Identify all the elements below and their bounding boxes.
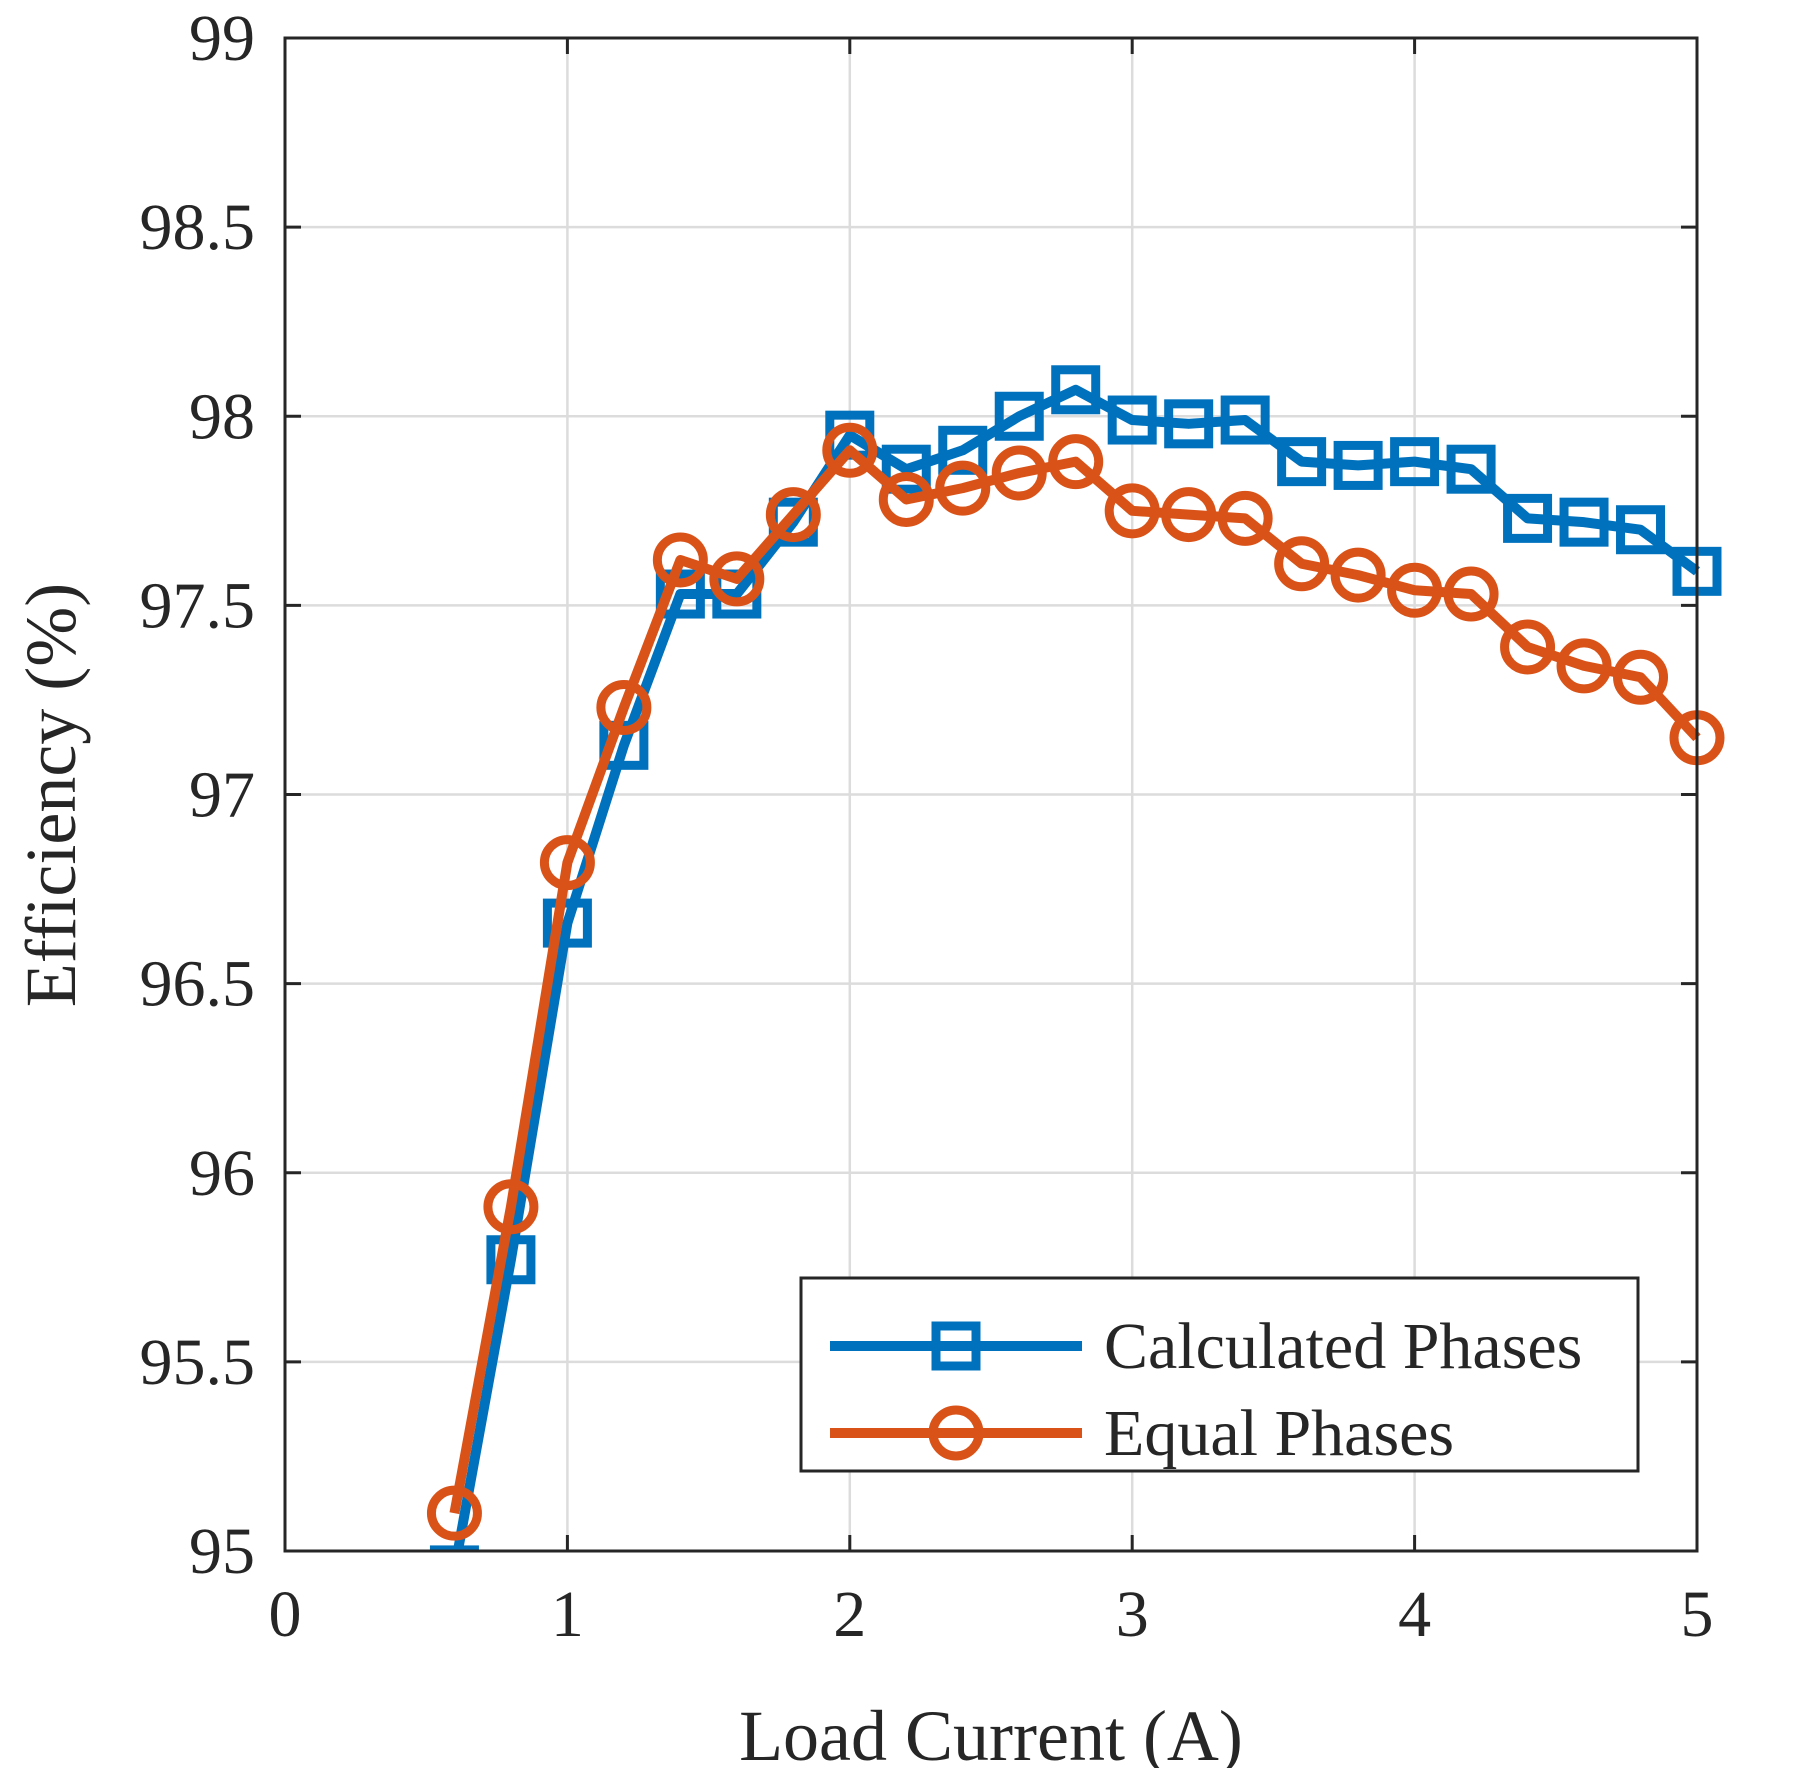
x-tick-label: 0: [269, 1578, 302, 1651]
data-point-circle: [1443, 566, 1499, 622]
data-point-circle: [539, 835, 595, 891]
data-point-square: [1107, 395, 1157, 445]
x-tick-label: 5: [1681, 1578, 1714, 1651]
data-point-circle: [991, 445, 1047, 501]
data-point-circle: [426, 1485, 482, 1541]
y-axis-label: Efficiency (%): [11, 583, 91, 1007]
y-tick-label: 99: [189, 2, 255, 75]
y-tick-label: 97: [189, 759, 255, 832]
data-point-square: [429, 1545, 479, 1551]
data-point-circle: [709, 551, 765, 607]
data-point-square: [1616, 505, 1666, 555]
x-tick-label: 1: [551, 1578, 584, 1651]
y-tick-label: 96.5: [140, 948, 256, 1021]
ticks: 0 1 2 3 4 5 95 95.5 96 96.5 97 97.5 98 98.5 99: [140, 2, 1714, 1651]
data-point-square: [599, 720, 649, 770]
data-point-circle: [1500, 619, 1556, 675]
y-tick-label: 98.5: [140, 191, 256, 264]
series-calculated-phases: [429, 365, 1722, 1551]
y-tick-label: 97.5: [140, 569, 256, 642]
data-point-circle: [935, 460, 991, 516]
data-point-circle: [1330, 547, 1386, 603]
legend-label: Calculated Phases: [1104, 1310, 1582, 1383]
data-point-square: [542, 898, 592, 948]
data-point-circle: [765, 487, 821, 543]
data-point-circle: [1387, 562, 1443, 618]
x-tick-label: 4: [1398, 1578, 1431, 1651]
data-point-circle: [652, 532, 708, 588]
data-point-square: [1333, 440, 1383, 490]
data-point-square: [655, 569, 705, 619]
data-point-circle: [1556, 638, 1612, 694]
data-point-square: [1277, 437, 1327, 487]
data-point-square: [994, 391, 1044, 441]
data-point-square: [1164, 399, 1214, 449]
y-tick-label: 98: [189, 380, 255, 453]
data-point-square: [1503, 493, 1553, 543]
data-point-circle: [1048, 434, 1104, 490]
data-point-circle: [1161, 487, 1217, 543]
legend-label: Equal Phases: [1104, 1397, 1454, 1470]
data-point-square: [1051, 365, 1101, 415]
data-point-square: [1559, 497, 1609, 547]
y-tick-label: 95.5: [140, 1326, 256, 1399]
data-point-circle: [1274, 536, 1330, 592]
data-point-circle: [1104, 483, 1160, 539]
legend: Calculated Phases Equal Phases: [799, 1276, 1640, 1473]
data-point-square: [486, 1235, 536, 1285]
x-tick-label: 3: [1116, 1578, 1149, 1651]
y-tick-label: 96: [189, 1137, 255, 1210]
data-point-square: [1390, 437, 1440, 487]
x-axis-label: Load Current (A): [739, 1696, 1243, 1768]
data-point-square: [1446, 444, 1496, 494]
data-point-square: [938, 425, 988, 475]
data-point-square: [881, 444, 931, 494]
y-tick-label: 95: [189, 1515, 255, 1588]
legend-marker-square: [931, 1321, 981, 1371]
data-point-circle: [596, 680, 652, 736]
legend-box: [799, 1276, 1640, 1473]
data-point-circle: [1613, 649, 1669, 705]
x-tick-label: 2: [833, 1578, 866, 1651]
data-point-square: [1220, 395, 1270, 445]
series-equal-phases: [426, 422, 1725, 1541]
data-point-circle: [483, 1179, 539, 1235]
data-point-circle: [878, 471, 934, 527]
plot-area: [426, 365, 1725, 1551]
data-point-circle: [1217, 490, 1273, 546]
data-point-circle: [822, 422, 878, 478]
legend-marker-circle: [928, 1405, 984, 1461]
